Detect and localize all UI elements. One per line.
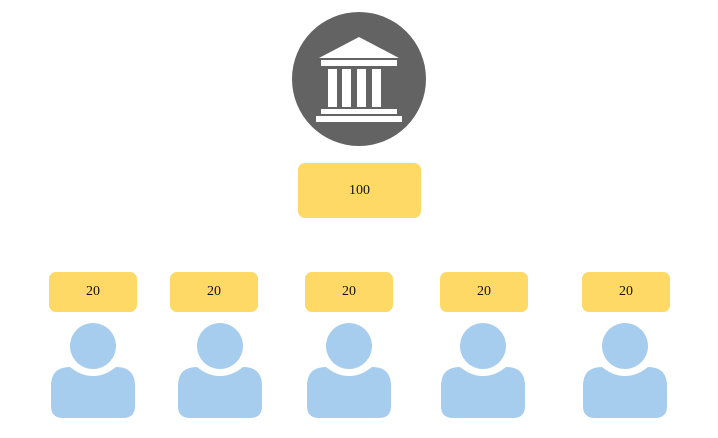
person-icon (583, 323, 667, 418)
person-amount-label: 20 (477, 284, 491, 299)
person-amount-box: 20 (305, 272, 393, 312)
person-amount-label: 20 (342, 284, 356, 299)
bank-node (292, 12, 426, 146)
person-icon (51, 323, 135, 418)
person-amount-box: 20 (582, 272, 670, 312)
person-amount-label: 20 (86, 284, 100, 299)
person-amount-box: 20 (440, 272, 528, 312)
person-node (307, 322, 391, 418)
bank-amount-label: 100 (349, 182, 370, 198)
person-amount-box: 20 (170, 272, 258, 312)
person-node (441, 322, 525, 418)
person-amount-label: 20 (619, 284, 633, 299)
person-icon (441, 323, 525, 418)
person-node (583, 322, 667, 418)
person-amount-label: 20 (207, 284, 221, 299)
person-amount-box: 20 (49, 272, 137, 312)
bank-amount-box: 100 (298, 163, 421, 218)
person-node (51, 322, 135, 418)
person-icon (178, 323, 262, 418)
person-icon (307, 323, 391, 418)
bank-building-icon (316, 37, 402, 122)
person-node (178, 322, 262, 418)
